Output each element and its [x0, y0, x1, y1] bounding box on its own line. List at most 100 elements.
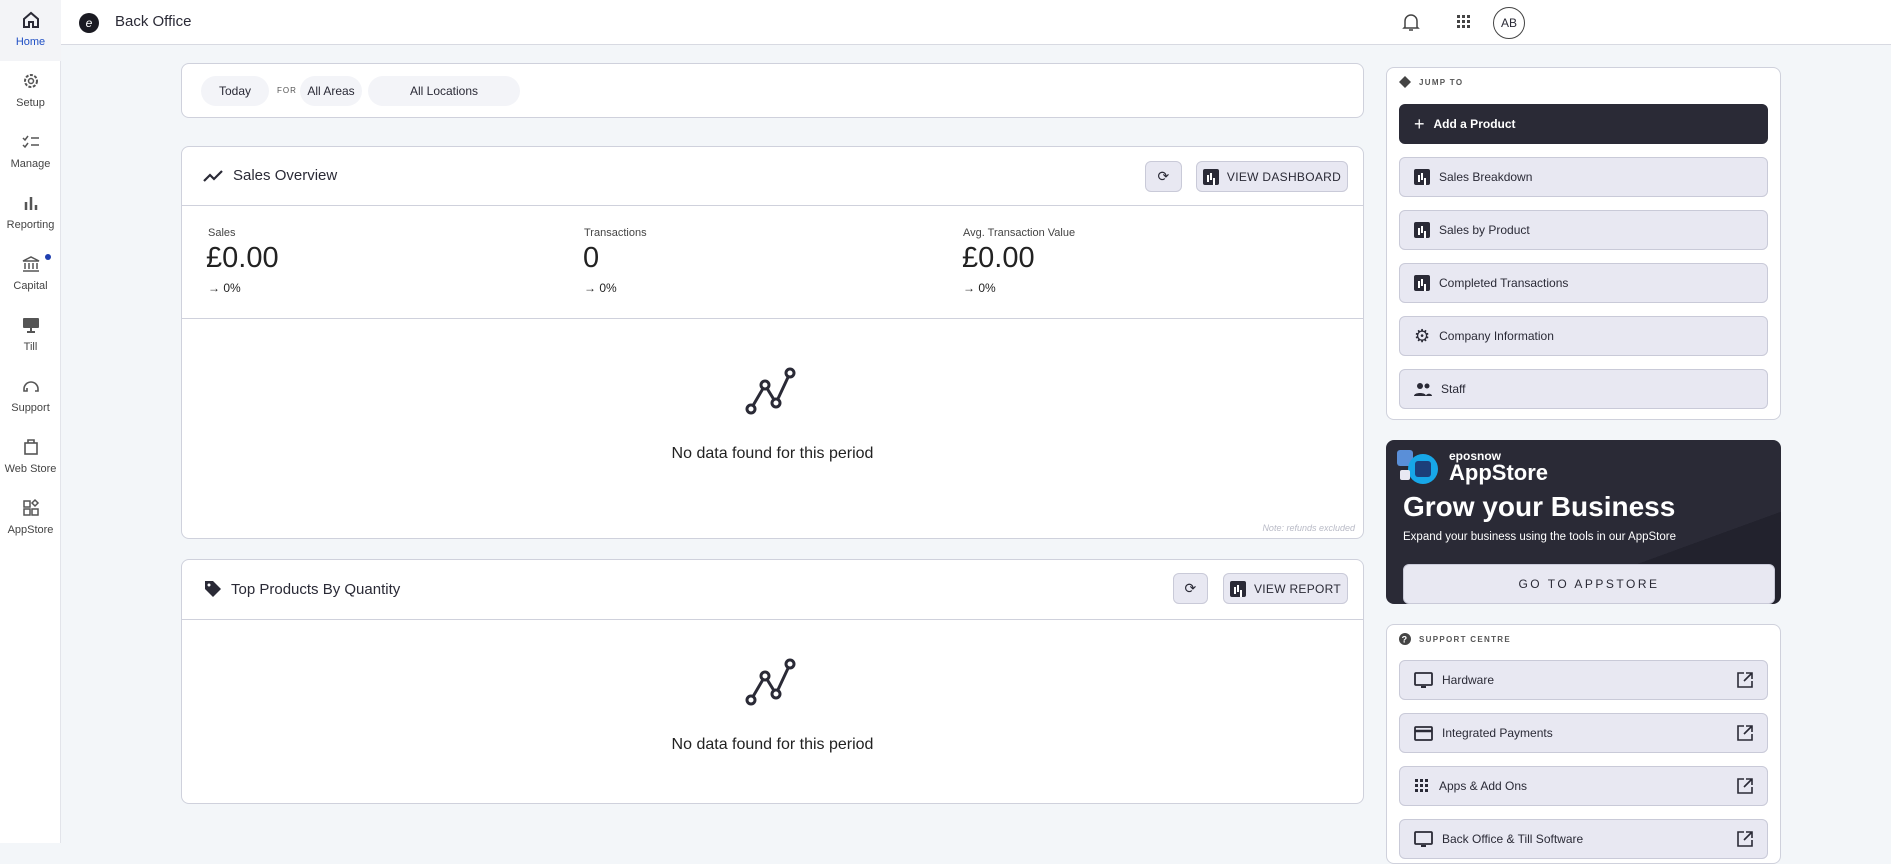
- bar-chart-icon: [1414, 169, 1430, 185]
- sidebar: Home Setup Manage Reporting Capital Till…: [0, 0, 61, 843]
- monitor-icon: [1414, 831, 1433, 847]
- trend-icon: [203, 169, 223, 182]
- headset-icon: [22, 381, 39, 392]
- bank-icon: [22, 256, 39, 272]
- divider: [182, 318, 1363, 319]
- support-integrated-payments[interactable]: Integrated Payments: [1399, 713, 1768, 753]
- appstore-headline: Grow your Business: [1403, 491, 1676, 522]
- sidebar-item-appstore[interactable]: AppStore: [0, 488, 61, 549]
- directions-icon: [1399, 76, 1411, 88]
- filter-bar: Today FOR All Areas All Locations: [181, 63, 1364, 118]
- support-back-office-till-software[interactable]: Back Office & Till Software: [1399, 819, 1768, 859]
- home-icon: [22, 11, 39, 28]
- stat-value: 0: [583, 242, 600, 274]
- sidebar-item-capital[interactable]: Capital: [0, 244, 61, 305]
- section-heading: SUPPORT CENTRE: [1419, 634, 1511, 644]
- refresh-button[interactable]: ⟳: [1173, 573, 1208, 604]
- period-selector[interactable]: Today: [201, 76, 269, 106]
- sidebar-item-support[interactable]: Support: [0, 366, 61, 427]
- svg-text:?: ?: [1402, 635, 1409, 645]
- refresh-button[interactable]: ⟳: [1145, 161, 1182, 192]
- appstore-name: AppStore: [1449, 460, 1548, 485]
- appstore-banner: eposnow AppStore Grow your Business Expa…: [1386, 440, 1781, 604]
- sales-overview-card: Sales Overview ⟳ VIEW DASHBOARD Sales £0…: [181, 146, 1364, 539]
- monitor-icon: [1414, 672, 1433, 688]
- top-products-card: Top Products By Quantity ⟳ VIEW REPORT N…: [181, 559, 1364, 804]
- stat-change: → 0%: [963, 281, 996, 295]
- for-label: FOR: [277, 86, 297, 95]
- app-grid-icon[interactable]: [1457, 15, 1471, 29]
- app-title: Back Office: [115, 13, 192, 30]
- notification-badge: [45, 254, 51, 260]
- sidebar-item-web-store[interactable]: Web Store: [0, 427, 61, 488]
- checklist-icon: [21, 135, 39, 149]
- gear-icon: ⚙: [1414, 326, 1431, 346]
- support-apps-add-ons[interactable]: Apps & Add Ons: [1399, 766, 1768, 806]
- sidebar-item-setup[interactable]: Setup: [0, 61, 61, 122]
- bar-chart-icon: [1414, 275, 1430, 291]
- sidebar-item-home[interactable]: Home: [0, 0, 61, 61]
- bar-chart-icon: [1202, 168, 1219, 185]
- jump-sales-breakdown[interactable]: Sales Breakdown: [1399, 157, 1768, 197]
- sidebar-item-reporting[interactable]: Reporting: [0, 183, 61, 244]
- line-chart-icon: [745, 367, 795, 415]
- go-to-appstore-button[interactable]: GO TO APPSTORE: [1403, 564, 1775, 604]
- bar-chart-icon: [24, 197, 37, 210]
- stat-change: → 0%: [208, 281, 241, 295]
- avatar[interactable]: AB: [1493, 7, 1525, 39]
- jump-staff[interactable]: Staff: [1399, 369, 1768, 409]
- bell-icon[interactable]: [1402, 12, 1420, 32]
- add-product-button[interactable]: + Add a Product: [1399, 104, 1768, 144]
- stat-label: Sales: [208, 227, 236, 239]
- people-icon: [1414, 383, 1432, 396]
- view-report-button[interactable]: VIEW REPORT: [1223, 573, 1348, 604]
- stat-value: £0.00: [206, 242, 279, 274]
- empty-state: No data found for this period: [182, 364, 1363, 463]
- section-heading: JUMP TO: [1419, 77, 1464, 87]
- external-link-icon: [1737, 778, 1753, 794]
- external-link-icon: [1737, 725, 1753, 741]
- sidebar-item-manage[interactable]: Manage: [0, 122, 61, 183]
- stat-change: → 0%: [584, 281, 617, 295]
- bar-chart-icon: [1414, 222, 1430, 238]
- empty-state: No data found for this period: [182, 655, 1363, 754]
- logo-icon: e: [79, 13, 99, 33]
- support-centre-card: ? SUPPORT CENTRE Hardware Integrated Paym…: [1386, 624, 1781, 864]
- bar-chart-icon: [1229, 580, 1246, 597]
- credit-card-icon: [1414, 725, 1433, 741]
- jump-sales-by-product[interactable]: Sales by Product: [1399, 210, 1768, 250]
- location-selector[interactable]: All Locations: [368, 76, 520, 106]
- stat-value: £0.00: [962, 242, 1035, 274]
- jump-to-card: JUMP TO + Add a Product Sales Breakdown S…: [1386, 67, 1781, 420]
- plus-icon: +: [1414, 113, 1425, 134]
- tag-icon: [205, 581, 221, 597]
- area-selector[interactable]: All Areas: [300, 76, 362, 106]
- view-dashboard-button[interactable]: VIEW DASHBOARD: [1196, 161, 1348, 192]
- appstore-subtext: Expand your business using the tools in …: [1403, 531, 1676, 543]
- sidebar-item-till[interactable]: Till: [0, 305, 61, 366]
- grid-icon: [1415, 779, 1428, 792]
- shopping-bag-icon: [23, 439, 38, 455]
- line-chart-icon: [745, 658, 795, 706]
- card-title: Top Products By Quantity: [231, 580, 401, 598]
- top-header: e Back Office AB: [61, 0, 1891, 45]
- gear-icon: [23, 74, 38, 88]
- apps-icon: [22, 498, 39, 516]
- till-icon: [22, 318, 39, 333]
- refunds-note: Note: refunds excluded: [1262, 523, 1355, 533]
- appstore-logo-icon: [1397, 450, 1438, 484]
- jump-company-information[interactable]: ⚙ Company Information: [1399, 316, 1768, 356]
- support-hardware[interactable]: Hardware: [1399, 660, 1768, 700]
- stat-label: Avg. Transaction Value: [963, 227, 1076, 239]
- refresh-icon: ⟳: [1157, 168, 1170, 184]
- divider: [182, 205, 1363, 206]
- divider: [182, 619, 1363, 620]
- external-link-icon: [1737, 831, 1753, 847]
- external-link-icon: [1737, 672, 1753, 688]
- brand-name: eposnow: [1449, 449, 1502, 463]
- card-title: Sales Overview: [233, 167, 338, 184]
- help-icon: ?: [1399, 633, 1411, 645]
- jump-completed-transactions[interactable]: Completed Transactions: [1399, 263, 1768, 303]
- stat-label: Transactions: [584, 227, 647, 239]
- refresh-icon: ⟳: [1184, 580, 1197, 596]
